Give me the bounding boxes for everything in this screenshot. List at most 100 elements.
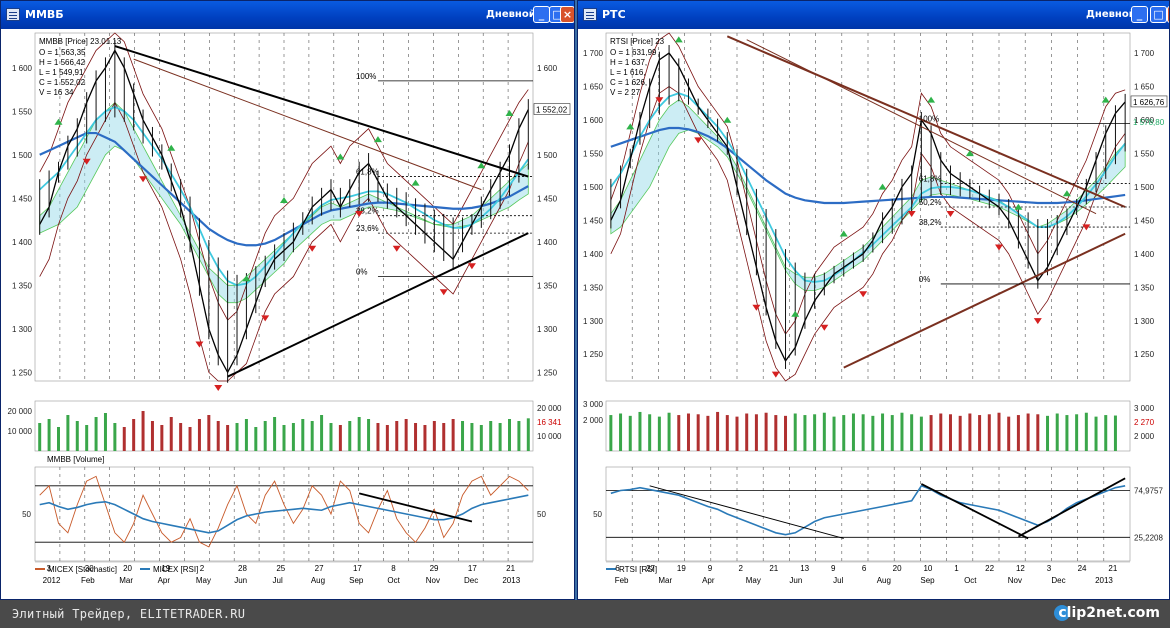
volume-y-tick: 10 000 [8, 427, 33, 436]
fib-level-label: 100% [919, 114, 939, 123]
buy-signal-arrow [965, 150, 974, 157]
osc-y-tick: 50 [593, 510, 602, 519]
window-title: ММВБ [25, 8, 64, 21]
x-month-label: Jun [234, 576, 247, 585]
buy-signal-arrow [723, 116, 732, 123]
period-mode[interactable]: Дневной [1086, 9, 1136, 20]
trendline-mid [746, 39, 1097, 215]
osc-legend-label: MICEX [Stochastic] [48, 565, 117, 574]
x-month-label: Oct [964, 576, 977, 585]
y-tick-right: 1 450 [537, 194, 558, 203]
ohlc-value: H = 1 566,42 [39, 58, 86, 67]
x-day-label: 12 [1016, 564, 1025, 573]
price-header: RTSI [Price] 23 [610, 37, 665, 46]
minimize-button[interactable]: _ [533, 6, 550, 23]
fib-level-label: 61,8% [356, 168, 379, 177]
osc-y-tick: 50 [22, 510, 31, 519]
mmvb-titlebar[interactable]: ММВБ Дневной _ □ × [1, 1, 574, 29]
x-day-label: 28 [238, 564, 247, 573]
buy-signal-arrow [505, 110, 514, 116]
fib-level-label: 61,8% [919, 175, 942, 184]
close-button[interactable]: × [560, 6, 574, 23]
buy-signal-arrow [411, 179, 420, 186]
buy-signal-arrow [839, 230, 848, 237]
buy-signal-arrow [1014, 203, 1023, 210]
buy-signal-arrow [1062, 190, 1071, 197]
rsi-line [39, 494, 529, 534]
x-day-label: 21 [769, 564, 778, 573]
x-month-label: Dec [1051, 576, 1065, 585]
mmvb-window: ММВБ Дневной _ □ × 1 250 1 250 1 300 1 300 1… [0, 0, 575, 600]
x-day-label: 3 [1047, 564, 1052, 573]
fib-level-label: 23,6% [356, 224, 379, 233]
trendline-lower [227, 232, 529, 378]
y-tick-left: 1 650 [583, 83, 604, 92]
x-month-label: 2013 [502, 576, 520, 585]
x-day-label: 30 [85, 564, 94, 573]
volume-right-label: 3 000 [1134, 404, 1155, 413]
ohlc-value: L = 1 616, [610, 68, 646, 77]
oscillator-trendline [1017, 477, 1126, 538]
y-tick-right: 1 350 [1134, 283, 1155, 292]
x-day-label: 25 [276, 564, 285, 573]
x-month-label: Apr [158, 576, 171, 585]
sell-signal-arrow [995, 244, 1003, 251]
y-tick-left: 1 400 [12, 238, 33, 247]
sell-signal-arrow [392, 245, 401, 252]
last-price-box [533, 103, 571, 115]
y-tick-left: 1 550 [12, 107, 33, 116]
x-month-label: May [746, 576, 761, 585]
x-month-label: Mar [119, 576, 133, 585]
x-month-label: Aug [877, 576, 891, 585]
buy-signal-arrow [626, 123, 635, 130]
volume-y-tick: 2 000 [583, 416, 604, 425]
y-tick-right: 1 700 [1134, 49, 1155, 58]
rts-titlebar[interactable]: РТС Дневной _ □ × [578, 1, 1169, 29]
sell-signal-arrow [1082, 224, 1091, 231]
buy-signal-arrow [242, 275, 251, 282]
x-day-label: 20 [123, 564, 132, 573]
sell-signal-arrow [694, 137, 703, 144]
fib-level-label: 0% [356, 268, 368, 277]
ma-fast-line [610, 92, 1126, 283]
x-month-label: Sep [920, 576, 935, 585]
mmvb-chart[interactable]: 1 250 1 250 1 300 1 300 1 350 1 350 1 400 1 400… [1, 29, 575, 600]
y-tick-left: 1 600 [12, 64, 33, 73]
sell-signal-arrow [308, 245, 317, 252]
y-tick-right: 1 650 [1134, 83, 1155, 92]
oscillator-trendline [649, 485, 844, 539]
y-tick-left: 1 550 [583, 149, 604, 158]
clip2net-logo-icon [1054, 605, 1070, 621]
envelope-upper-line [610, 32, 1126, 335]
buy-signal-arrow [878, 183, 887, 190]
x-day-label: 20 [893, 564, 902, 573]
y-tick-right: 1 400 [537, 238, 558, 247]
ohlc-value: C = 1 626, [610, 78, 647, 87]
osc-right-label: 25,2208 [1134, 533, 1163, 542]
volume-right-label: 20 000 [537, 404, 562, 413]
x-day-label: 29 [430, 564, 439, 573]
period-mode[interactable]: Дневной [486, 9, 536, 20]
y-tick-left: 1 700 [583, 49, 604, 58]
x-month-label: Feb [81, 576, 95, 585]
maximize-button[interactable]: □ [1150, 6, 1167, 23]
fib-level-label: 38,2% [356, 207, 379, 216]
close-button[interactable]: × [1167, 6, 1169, 23]
x-month-label: Jul [273, 576, 283, 585]
y-tick-right: 1 500 [1134, 183, 1155, 192]
osc-legend-label: RTSI [RSI] [619, 565, 657, 574]
sell-signal-arrow [859, 291, 868, 298]
x-month-label: Dec [464, 576, 478, 585]
minimize-button[interactable]: _ [1131, 6, 1148, 23]
ohlc-value: V = 2 27 [610, 88, 641, 97]
buy-signal-arrow [280, 197, 288, 203]
chart-window-icon [6, 8, 20, 21]
buy-signal-arrow [791, 310, 800, 317]
x-month-label: 2013 [1095, 576, 1113, 585]
volume-y-tick: 3 000 [583, 400, 604, 409]
second-price-label: 1 578,80 [1133, 118, 1165, 127]
footer-logo[interactable]: clip2net.com [1058, 605, 1160, 621]
x-month-label: Apr [702, 576, 715, 585]
